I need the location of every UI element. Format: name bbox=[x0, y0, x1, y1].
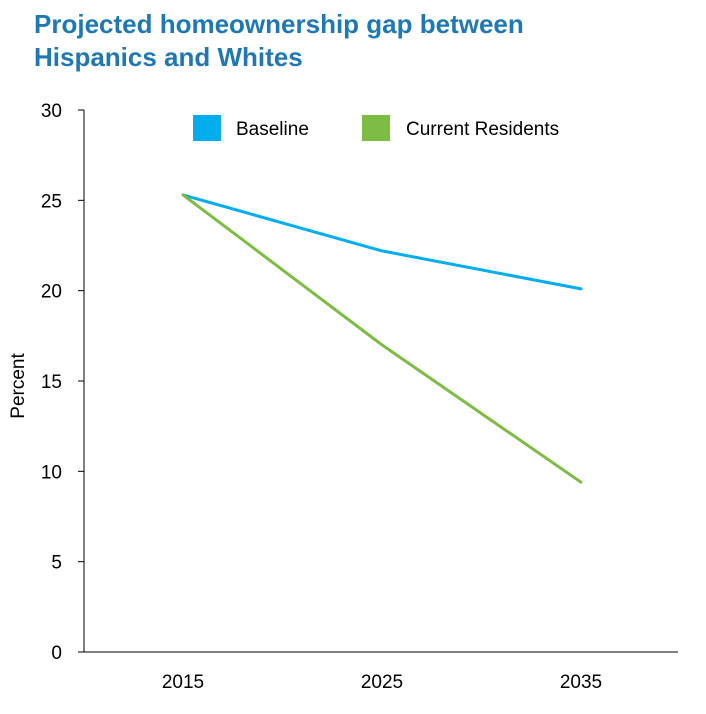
x-tick-labels: 2015 2025 2035 bbox=[162, 672, 602, 693]
x-tick-label: 2025 bbox=[361, 672, 403, 693]
legend-swatch-current-residents bbox=[362, 115, 390, 141]
series-lines bbox=[181, 193, 583, 484]
legend-swatch-baseline bbox=[193, 115, 221, 141]
y-axis-label: Percent bbox=[8, 353, 29, 419]
x-tick-label: 2015 bbox=[162, 672, 204, 693]
y-tick-label: 0 bbox=[51, 643, 62, 664]
y-tick-label: 5 bbox=[51, 553, 62, 574]
chart-title: Projected homeownership gap between Hisp… bbox=[34, 8, 674, 74]
series-line-baseline bbox=[181, 193, 583, 291]
y-tick-label: 25 bbox=[41, 191, 62, 212]
series-line-current-residents bbox=[181, 193, 583, 484]
legend-label-baseline: Baseline bbox=[236, 119, 309, 140]
y-tick-label: 15 bbox=[41, 372, 62, 393]
legend: Baseline Current Residents bbox=[193, 115, 559, 141]
legend-label-current-residents: Current Residents bbox=[406, 119, 559, 140]
y-tick-label: 10 bbox=[41, 462, 62, 483]
y-tick-labels: 0 5 10 15 20 25 30 bbox=[41, 101, 62, 664]
x-tick-label: 2035 bbox=[560, 672, 602, 693]
y-tick-label: 30 bbox=[41, 101, 62, 122]
y-tick-label: 20 bbox=[41, 282, 62, 303]
chart-title-line-2: Hispanics and Whites bbox=[34, 42, 303, 72]
chart-title-line-1: Projected homeownership gap between bbox=[34, 9, 524, 39]
axes bbox=[78, 109, 678, 653]
